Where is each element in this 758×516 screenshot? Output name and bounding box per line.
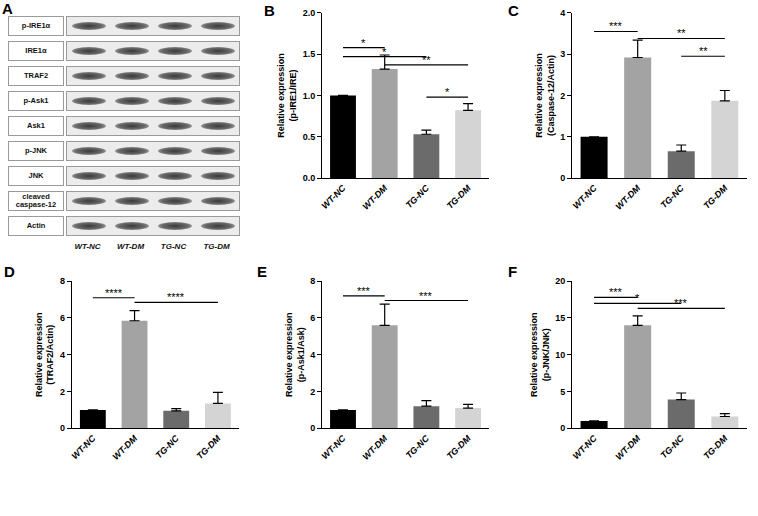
svg-text:1.5: 1.5 [303, 49, 316, 59]
svg-text:0: 0 [560, 173, 565, 183]
svg-text:8: 8 [310, 276, 315, 286]
html-text:p-IRE1α: p-IRE1α [21, 21, 51, 30]
svg-text:WT-DM: WT-DM [614, 433, 643, 462]
svg-text:C: C [508, 2, 519, 19]
svg-text:***: *** [357, 285, 371, 297]
svg-text:**: ** [422, 54, 431, 66]
svg-text:***: *** [674, 297, 688, 309]
svg-text:Relative expression(Caspase-12: Relative expression(Caspase-12/Actin) [534, 53, 556, 138]
svg-text:D: D [4, 263, 15, 280]
svg-text:***: *** [419, 290, 433, 302]
svg-text:2.0: 2.0 [303, 8, 316, 18]
svg-text:2: 2 [60, 387, 65, 397]
svg-text:8: 8 [60, 276, 65, 286]
svg-text:****: **** [105, 287, 123, 299]
svg-text:WT-NC: WT-NC [70, 433, 98, 461]
svg-text:TG-DM: TG-DM [195, 433, 223, 461]
svg-text:10: 10 [555, 350, 565, 360]
html-text:Actin: Actin [26, 221, 46, 230]
svg-text:2: 2 [310, 387, 315, 397]
html-text:p-Ask1: p-Ask1 [23, 96, 49, 105]
html-text:Ask1: Ask1 [27, 121, 45, 130]
svg-text:TG-DM: TG-DM [445, 433, 473, 461]
html-text:TG-DM: TG-DM [203, 242, 230, 251]
svg-text:TG-NC: TG-NC [659, 433, 687, 461]
svg-text:2: 2 [560, 91, 565, 101]
svg-text:1: 1 [560, 132, 565, 142]
svg-text:WT-DM: WT-DM [614, 183, 643, 212]
svg-text:0: 0 [560, 423, 565, 433]
svg-text:E: E [257, 263, 267, 280]
svg-text:15: 15 [555, 313, 565, 323]
svg-text:TG-NC: TG-NC [404, 433, 432, 461]
svg-text:TG-NC: TG-NC [659, 183, 687, 211]
svg-text:TG-DM: TG-DM [702, 433, 730, 461]
svg-text:****: **** [167, 291, 185, 303]
html-text:TRAF2: TRAF2 [23, 71, 49, 80]
svg-text:*: * [445, 86, 450, 98]
svg-text:WT-DM: WT-DM [361, 433, 390, 462]
svg-text:**: ** [699, 45, 708, 57]
svg-text:1.0: 1.0 [303, 91, 316, 101]
svg-text:4: 4 [560, 8, 565, 18]
svg-text:4: 4 [310, 350, 315, 360]
svg-text:20: 20 [555, 276, 565, 286]
svg-text:*: * [382, 46, 387, 58]
svg-text:Relative expression(p-Ask1/Ask: Relative expression(p-Ask1/Ask) [284, 312, 306, 397]
svg-text:0.5: 0.5 [303, 132, 316, 142]
svg-text:6: 6 [60, 313, 65, 323]
svg-text:*: * [361, 37, 366, 49]
svg-text:Relative expression(p-JNK/JNK): Relative expression(p-JNK/JNK) [529, 312, 551, 397]
svg-text:0: 0 [60, 423, 65, 433]
svg-text:TG-NC: TG-NC [404, 183, 432, 211]
svg-text:***: *** [609, 286, 623, 298]
html-text:WT-NC: WT-NC [74, 242, 101, 251]
svg-text:WT-NC: WT-NC [571, 433, 599, 461]
svg-text:WT-DM: WT-DM [361, 183, 390, 212]
svg-text:**: ** [677, 27, 686, 39]
svg-text:TG-NC: TG-NC [154, 433, 182, 461]
svg-text:*: * [635, 292, 640, 304]
html-text:cleaved caspase-12: cleaved caspase-12 [15, 192, 57, 209]
svg-text:4: 4 [60, 350, 65, 360]
svg-text:TG-DM: TG-DM [445, 183, 473, 211]
html-text:WT-DM: WT-DM [116, 242, 144, 251]
svg-text:WT-DM: WT-DM [111, 433, 140, 462]
svg-text:WT-NC: WT-NC [320, 183, 348, 211]
html-text:A: A [2, 0, 13, 17]
svg-text:0: 0 [310, 423, 315, 433]
svg-text:5: 5 [560, 387, 565, 397]
svg-text:Relative expression(p-IRE1/IRE: Relative expression(p-IRE1/IRE) [276, 53, 298, 138]
svg-text:3: 3 [560, 49, 565, 59]
svg-text:WT-NC: WT-NC [571, 183, 599, 211]
html-text:IRE1α: IRE1α [25, 46, 47, 55]
html-text:TG-NC: TG-NC [160, 242, 187, 251]
svg-text:0.0: 0.0 [303, 173, 316, 183]
svg-text:F: F [508, 263, 517, 280]
html-text:p-JNK: p-JNK [25, 146, 47, 155]
svg-text:WT-NC: WT-NC [320, 433, 348, 461]
svg-text:Relative expression(TRAF2/Acti: Relative expression(TRAF2/Actin) [34, 312, 56, 397]
svg-text:TG-DM: TG-DM [702, 183, 730, 211]
svg-text:***: *** [609, 20, 623, 32]
html-text:JNK: JNK [28, 171, 44, 180]
svg-text:B: B [264, 2, 275, 19]
svg-text:6: 6 [310, 313, 315, 323]
